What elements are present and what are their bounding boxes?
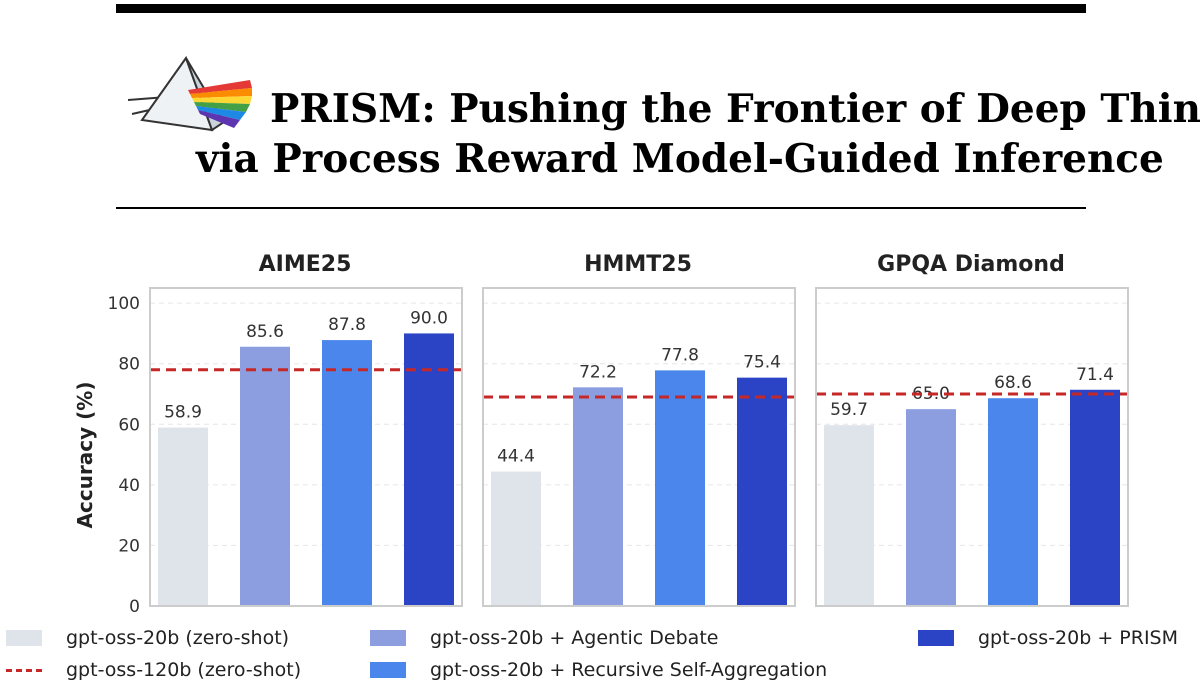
bar <box>404 333 454 606</box>
legend-label-prism: gpt-oss-20b + PRISM <box>978 627 1179 649</box>
panel-frame <box>815 287 1129 607</box>
bar <box>824 425 874 606</box>
bar <box>988 398 1038 606</box>
bar <box>737 377 787 606</box>
bar-value-label: 85.6 <box>246 322 284 342</box>
spectrum-violet <box>198 110 240 128</box>
bar <box>906 409 956 606</box>
y-tick-label: 40 <box>118 476 140 496</box>
panel-title-hmmt25: HMMT25 <box>584 252 692 277</box>
bar-value-label: 72.2 <box>579 362 617 382</box>
legend-swatch-baseline <box>6 668 42 672</box>
panel-title-aime25: AIME25 <box>258 252 352 277</box>
bar <box>655 370 705 606</box>
spectrum-green <box>194 102 250 112</box>
legend-zero-shot: gpt-oss-20b (zero-shot) <box>6 627 289 649</box>
legend-label-zero-shot: gpt-oss-20b (zero-shot) <box>66 627 290 649</box>
header-bottom-rule <box>116 207 1086 209</box>
bar-value-label: 68.6 <box>994 373 1032 393</box>
legend-swatch-rsa <box>370 662 406 678</box>
spectrum-orange <box>190 88 252 98</box>
top-rule <box>116 4 1086 13</box>
y-tick-label: 80 <box>118 355 140 375</box>
panel-frame <box>482 287 796 607</box>
bar-value-label: 44.4 <box>497 447 535 467</box>
bar <box>322 340 372 606</box>
legend-swatch-prism <box>918 630 954 646</box>
y-tick-label: 100 <box>108 294 140 314</box>
prism-logo <box>128 55 252 132</box>
bar <box>573 387 623 606</box>
legend-debate: gpt-oss-20b + Agentic Debate <box>370 627 718 649</box>
bar <box>240 346 290 606</box>
bar-value-label: 71.4 <box>1076 365 1114 385</box>
legend-swatch-debate <box>370 630 406 646</box>
spectrum-yellow <box>192 96 252 104</box>
bar <box>491 471 541 606</box>
legend-swatch-zero-shot <box>6 630 42 646</box>
title-line-2: via Process Reward Model-Guided Inferenc… <box>196 136 1164 182</box>
bar-value-label: 77.8 <box>661 345 699 365</box>
legend-baseline: gpt-oss-120b (zero-shot) <box>6 659 301 681</box>
legend-prism: gpt-oss-20b + PRISM <box>918 627 1178 649</box>
panel-frame <box>149 287 463 607</box>
title-line-1: PRISM: Pushing the Frontier of Deep Thin… <box>270 86 1200 132</box>
spectrum-red <box>188 80 252 94</box>
bar-value-label: 87.8 <box>328 315 366 335</box>
y-tick-label: 0 <box>129 597 140 617</box>
bar-value-label: 75.4 <box>743 353 781 373</box>
bar <box>1070 389 1120 606</box>
y-axis-label: Accuracy (%) <box>73 382 97 529</box>
bar <box>158 427 208 606</box>
legend-label-baseline: gpt-oss-120b (zero-shot) <box>66 659 302 681</box>
legend-rsa: gpt-oss-20b + Recursive Self-Aggregation <box>370 659 827 681</box>
bar-value-label: 90.0 <box>410 308 448 328</box>
y-tick-label: 20 <box>118 536 140 556</box>
panel-title-gpqa: GPQA Diamond <box>877 252 1065 277</box>
legend-label-rsa: gpt-oss-20b + Recursive Self-Aggregation <box>430 659 828 681</box>
bar-value-label: 58.9 <box>164 403 202 423</box>
y-tick-label: 60 <box>118 415 140 435</box>
legend-label-debate: gpt-oss-20b + Agentic Debate <box>430 627 719 649</box>
bar-value-label: 59.7 <box>830 400 868 420</box>
spectrum-blue <box>196 106 246 120</box>
